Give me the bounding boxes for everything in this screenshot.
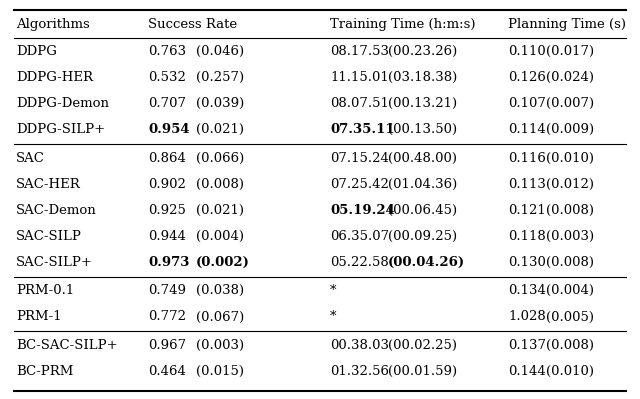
Text: Planning Time (s): Planning Time (s) — [508, 18, 626, 31]
Text: 0.144: 0.144 — [508, 365, 546, 378]
Text: 05.19.24: 05.19.24 — [330, 204, 395, 217]
Text: 1.028: 1.028 — [508, 310, 546, 324]
Text: (0.003): (0.003) — [546, 230, 594, 243]
Text: 0.110: 0.110 — [508, 45, 546, 58]
Text: 07.25.42: 07.25.42 — [330, 178, 389, 191]
Text: (0.009): (0.009) — [546, 123, 594, 136]
Text: (00.13.50): (00.13.50) — [388, 123, 457, 136]
Text: 0.116: 0.116 — [508, 152, 546, 164]
Text: 0.749: 0.749 — [148, 284, 186, 297]
Text: (0.024): (0.024) — [546, 71, 594, 84]
Text: 0.973: 0.973 — [148, 256, 189, 269]
Text: (0.017): (0.017) — [546, 45, 594, 58]
Text: 0.118: 0.118 — [508, 230, 546, 243]
Text: 0.107: 0.107 — [508, 97, 546, 110]
Text: DDPG: DDPG — [16, 45, 57, 58]
Text: 0.954: 0.954 — [148, 123, 189, 136]
Text: SAC-Demon: SAC-Demon — [16, 204, 97, 217]
Text: (0.015): (0.015) — [196, 365, 244, 378]
Text: DDPG-HER: DDPG-HER — [16, 71, 93, 84]
Text: BC-PRM: BC-PRM — [16, 365, 74, 378]
Text: (0.067): (0.067) — [196, 310, 244, 324]
Text: 0.113: 0.113 — [508, 178, 546, 191]
Text: (0.007): (0.007) — [546, 97, 594, 110]
Text: 0.532: 0.532 — [148, 71, 186, 84]
Text: PRM-0.1: PRM-0.1 — [16, 284, 74, 297]
Text: SAC-HER: SAC-HER — [16, 178, 81, 191]
Text: (0.003): (0.003) — [196, 339, 244, 352]
Text: (0.008): (0.008) — [546, 339, 594, 352]
Text: (0.002): (0.002) — [196, 256, 250, 269]
Text: 08.17.53: 08.17.53 — [330, 45, 389, 58]
Text: 0.902: 0.902 — [148, 178, 186, 191]
Text: (03.18.38): (03.18.38) — [388, 71, 457, 84]
Text: 01.32.56: 01.32.56 — [330, 365, 389, 378]
Text: (0.038): (0.038) — [196, 284, 244, 297]
Text: 0.763: 0.763 — [148, 45, 186, 58]
Text: (0.021): (0.021) — [196, 123, 244, 136]
Text: SAC-SILP: SAC-SILP — [16, 230, 82, 243]
Text: (01.04.36): (01.04.36) — [388, 178, 457, 191]
Text: 0.864: 0.864 — [148, 152, 186, 164]
Text: (00.04.26): (00.04.26) — [388, 256, 465, 269]
Text: 11.15.01: 11.15.01 — [330, 71, 388, 84]
Text: (0.005): (0.005) — [546, 310, 594, 324]
Text: (0.066): (0.066) — [196, 152, 244, 164]
Text: (0.008): (0.008) — [546, 204, 594, 217]
Text: Success Rate: Success Rate — [148, 18, 237, 31]
Text: (0.004): (0.004) — [196, 230, 244, 243]
Text: DDPG-Demon: DDPG-Demon — [16, 97, 109, 110]
Text: 05.22.58: 05.22.58 — [330, 256, 388, 269]
Text: 08.07.51: 08.07.51 — [330, 97, 389, 110]
Text: (0.039): (0.039) — [196, 97, 244, 110]
Text: (00.13.21): (00.13.21) — [388, 97, 457, 110]
Text: (0.012): (0.012) — [546, 178, 594, 191]
Text: 0.944: 0.944 — [148, 230, 186, 243]
Text: (00.09.25): (00.09.25) — [388, 230, 457, 243]
Text: 00.38.03: 00.38.03 — [330, 339, 389, 352]
Text: (00.06.45): (00.06.45) — [388, 204, 457, 217]
Text: 0.967: 0.967 — [148, 339, 186, 352]
Text: (00.48.00): (00.48.00) — [388, 152, 457, 164]
Text: 0.134: 0.134 — [508, 284, 546, 297]
Text: Algorithms: Algorithms — [16, 18, 90, 31]
Text: DDPG-SILP+: DDPG-SILP+ — [16, 123, 105, 136]
Text: SAC: SAC — [16, 152, 45, 164]
Text: PRM-1: PRM-1 — [16, 310, 61, 324]
Text: (0.004): (0.004) — [546, 284, 594, 297]
Text: 07.35.11: 07.35.11 — [330, 123, 395, 136]
Text: (0.257): (0.257) — [196, 71, 244, 84]
Text: BC-SAC-SILP+: BC-SAC-SILP+ — [16, 339, 118, 352]
Text: 06.35.07: 06.35.07 — [330, 230, 389, 243]
Text: (0.021): (0.021) — [196, 204, 244, 217]
Text: 0.121: 0.121 — [508, 204, 546, 217]
Text: (0.008): (0.008) — [546, 256, 594, 269]
Text: 0.925: 0.925 — [148, 204, 186, 217]
Text: (00.23.26): (00.23.26) — [388, 45, 457, 58]
Text: 07.15.24: 07.15.24 — [330, 152, 389, 164]
Text: 0.772: 0.772 — [148, 310, 186, 324]
Text: 0.464: 0.464 — [148, 365, 186, 378]
Text: 0.130: 0.130 — [508, 256, 546, 269]
Text: (0.010): (0.010) — [546, 365, 594, 378]
Text: 0.707: 0.707 — [148, 97, 186, 110]
Text: (00.02.25): (00.02.25) — [388, 339, 457, 352]
Text: *: * — [330, 310, 337, 324]
Text: (0.010): (0.010) — [546, 152, 594, 164]
Text: 0.114: 0.114 — [508, 123, 546, 136]
Text: (00.01.59): (00.01.59) — [388, 365, 457, 378]
Text: (0.008): (0.008) — [196, 178, 244, 191]
Text: *: * — [330, 284, 337, 297]
Text: Training Time (h:m:s): Training Time (h:m:s) — [330, 18, 476, 31]
Text: 0.126: 0.126 — [508, 71, 546, 84]
Text: SAC-SILP+: SAC-SILP+ — [16, 256, 93, 269]
Text: (0.046): (0.046) — [196, 45, 244, 58]
Text: 0.137: 0.137 — [508, 339, 546, 352]
